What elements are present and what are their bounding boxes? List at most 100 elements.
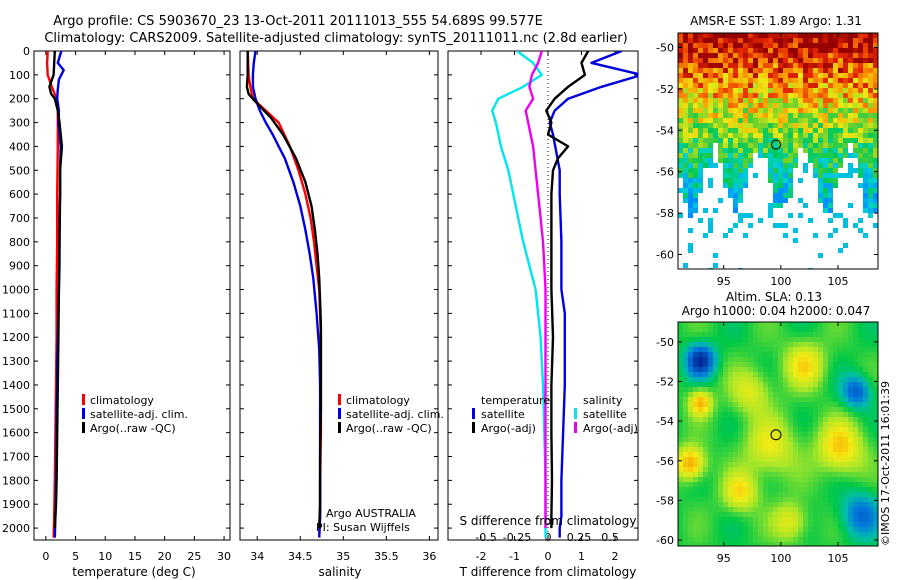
- heatmap-cell: [698, 522, 703, 527]
- heatmap-cell: [748, 522, 753, 527]
- heatmap-cell: [868, 68, 873, 73]
- heatmap-cell: [858, 442, 863, 447]
- heatmap-cell: [738, 347, 743, 352]
- heatmap-cell: [768, 352, 773, 357]
- heatmap-cell: [698, 397, 703, 402]
- heatmap-cell: [763, 412, 768, 417]
- heatmap-cell: [678, 417, 683, 422]
- heatmap-cell: [703, 357, 708, 362]
- heatmap-cell: [838, 93, 843, 98]
- heatmap-cell: [693, 427, 698, 432]
- heatmap-cell: [718, 377, 723, 382]
- legend-swatch-t-argo: [472, 422, 475, 433]
- heatmap-cell: [738, 103, 743, 108]
- heatmap-cell: [768, 78, 773, 83]
- heatmap-cell: [678, 133, 683, 138]
- heatmap-cell: [783, 183, 788, 188]
- heatmap-cell: [718, 477, 723, 482]
- heatmap-cell: [873, 412, 878, 417]
- heatmap-cell: [733, 173, 738, 178]
- heatmap-cell: [858, 437, 863, 442]
- heatmap-cell: [708, 397, 713, 402]
- heatmap-cell: [678, 163, 683, 168]
- salinity-ticks: 34 34.5 35 35.5 36: [240, 50, 438, 563]
- heatmap-cell: [748, 53, 753, 58]
- heatmap-cell: [753, 392, 758, 397]
- heatmap-cell: [868, 487, 873, 492]
- x-tick-label: 95: [717, 552, 731, 565]
- heatmap-cell: [693, 357, 698, 362]
- heatmap-cell: [698, 527, 703, 532]
- heatmap-cell: [728, 407, 733, 412]
- heatmap-cell: [783, 437, 788, 442]
- heatmap-cell: [773, 173, 778, 178]
- heatmap-cell: [753, 78, 758, 83]
- heatmap-cell: [793, 118, 798, 123]
- heatmap-cell: [798, 462, 803, 467]
- heatmap-cell: [843, 512, 848, 517]
- heatmap-cell: [743, 427, 748, 432]
- heatmap-cell: [793, 522, 798, 527]
- heatmap-cell: [688, 492, 693, 497]
- s-difference-label: S difference from climatology: [460, 514, 637, 528]
- heatmap-cell: [693, 457, 698, 462]
- heatmap-cell: [873, 422, 878, 427]
- heatmap-cell: [733, 457, 738, 462]
- heatmap-cell: [708, 447, 713, 452]
- heatmap-cell: [683, 143, 688, 148]
- heatmap-cell: [703, 83, 708, 88]
- heatmap-cell: [843, 407, 848, 412]
- float-pi-annotation: PI: Susan Wijffels: [316, 521, 410, 534]
- heatmap-cell: [753, 113, 758, 118]
- heatmap-cell: [833, 537, 838, 542]
- heatmap-cell: [773, 487, 778, 492]
- heatmap-cell: [713, 327, 718, 332]
- heatmap-cell: [748, 412, 753, 417]
- heatmap-cell: [723, 457, 728, 462]
- heatmap-cell: [868, 522, 873, 527]
- heatmap-cell: [698, 357, 703, 362]
- heatmap-cell: [843, 133, 848, 138]
- heatmap-cell: [693, 522, 698, 527]
- heatmap-cell: [853, 432, 858, 437]
- heatmap-cell: [768, 512, 773, 517]
- heatmap-cell: [753, 143, 758, 148]
- heatmap-cell: [703, 417, 708, 422]
- heatmap-cell: [723, 437, 728, 442]
- heatmap-cell: [773, 527, 778, 532]
- heatmap-cell: [693, 537, 698, 542]
- heatmap-cell: [823, 397, 828, 402]
- heatmap-cell: [773, 352, 778, 357]
- heatmap-cell: [868, 372, 873, 377]
- heatmap-cell: [838, 138, 843, 143]
- heatmap-cell: [813, 422, 818, 427]
- heatmap-cell: [793, 467, 798, 472]
- heatmap-cell: [833, 472, 838, 477]
- heatmap-cell: [683, 322, 688, 327]
- heatmap-cell: [873, 482, 878, 487]
- heatmap-cell: [818, 347, 823, 352]
- heatmap-cell: [853, 412, 858, 417]
- heatmap-cell: [738, 442, 743, 447]
- heatmap-cell: [763, 332, 768, 337]
- heatmap-cell: [728, 437, 733, 442]
- heatmap-cell: [718, 462, 723, 467]
- heatmap-cell: [733, 392, 738, 397]
- heatmap-cell: [808, 462, 813, 467]
- sla-map-frame: [677, 321, 879, 547]
- heatmap-cell: [713, 208, 718, 213]
- heatmap-cell: [778, 517, 783, 522]
- heatmap-cell: [803, 542, 808, 546]
- heatmap-cell: [843, 462, 848, 467]
- heatmap-cell: [803, 482, 808, 487]
- heatmap-cell: [738, 487, 743, 492]
- heatmap-cell: [688, 407, 693, 412]
- heatmap-cell: [793, 497, 798, 502]
- s-tick-label: 0.25: [567, 531, 592, 544]
- heatmap-cell: [868, 492, 873, 497]
- heatmap-cell: [828, 537, 833, 542]
- heatmap-cell: [758, 457, 763, 462]
- heatmap-cell: [808, 442, 813, 447]
- heatmap-cell: [783, 88, 788, 93]
- heatmap-cell: [823, 198, 828, 203]
